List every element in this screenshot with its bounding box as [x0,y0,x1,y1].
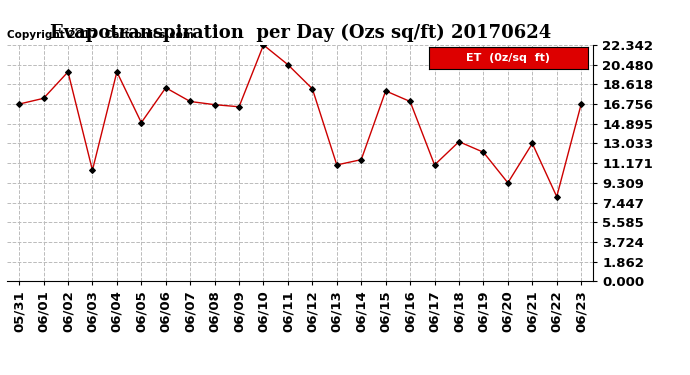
Title: Evapotranspiration  per Day (Ozs sq/ft) 20170624: Evapotranspiration per Day (Ozs sq/ft) 2… [50,24,551,42]
Point [38,95,49,101]
Point [575,101,586,107]
Point [380,88,391,94]
Point [209,102,220,108]
Point [551,194,562,200]
Point [87,167,98,173]
Point [502,180,513,186]
Point [233,104,244,110]
Point [111,69,122,75]
Text: Copyright 2017  Cartronics.com: Copyright 2017 Cartronics.com [7,30,194,40]
Point [160,85,171,91]
Point [185,99,196,105]
Point [282,62,293,68]
Point [404,99,415,105]
Point [453,139,464,145]
Point [63,69,74,75]
Point [14,101,25,107]
Point [331,162,342,168]
Point [136,120,147,126]
Point [526,140,538,146]
Point [258,42,269,48]
Point [307,86,318,92]
Point [478,149,489,155]
Point [356,157,367,163]
Point [429,162,440,168]
